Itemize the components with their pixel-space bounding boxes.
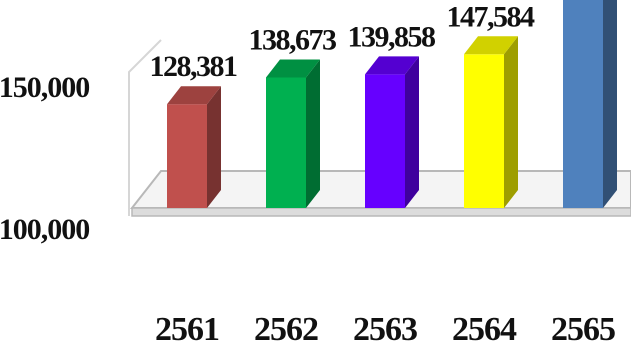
bar xyxy=(167,86,221,208)
bars-group xyxy=(167,0,617,209)
bar-side xyxy=(603,0,617,208)
x-tick-label: 2563 xyxy=(353,311,417,348)
bar-side xyxy=(207,86,221,208)
data-label: 128,381 xyxy=(150,50,238,83)
bar-top xyxy=(266,59,320,78)
x-tick-label: 2565 xyxy=(551,311,615,348)
bar-side xyxy=(306,59,320,209)
data-label: 138,673 xyxy=(249,23,337,56)
bar-top xyxy=(167,86,221,105)
bar-side xyxy=(504,36,518,208)
y-axis-ticks: 100,000 150,000 xyxy=(0,71,90,246)
bar-front xyxy=(563,0,603,209)
bar-front xyxy=(167,104,207,208)
data-label: 147,584 xyxy=(447,0,536,33)
bar-front xyxy=(365,74,405,208)
bar-front xyxy=(266,77,306,209)
x-tick-label: 2561 xyxy=(155,311,219,348)
bar-top xyxy=(464,36,518,55)
y-tick-label: 100,000 xyxy=(0,213,89,246)
x-axis-ticks: 2561 2562 2563 2564 2565 xyxy=(155,311,616,348)
x-tick-label: 2564 xyxy=(452,311,517,348)
bar xyxy=(563,0,617,209)
data-label: 139,858 xyxy=(348,20,436,53)
bar xyxy=(365,56,419,208)
bar-top xyxy=(365,56,419,75)
bar-side xyxy=(405,56,419,208)
bar xyxy=(266,59,320,209)
x-tick-label: 2562 xyxy=(254,311,318,348)
bar xyxy=(464,36,518,208)
y-tick-label: 150,000 xyxy=(0,71,89,104)
chart-back-wall xyxy=(128,39,162,216)
bar-front xyxy=(464,54,504,208)
